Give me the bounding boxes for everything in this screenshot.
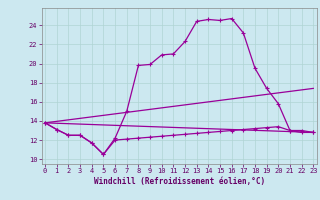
X-axis label: Windchill (Refroidissement éolien,°C): Windchill (Refroidissement éolien,°C) [94,177,265,186]
